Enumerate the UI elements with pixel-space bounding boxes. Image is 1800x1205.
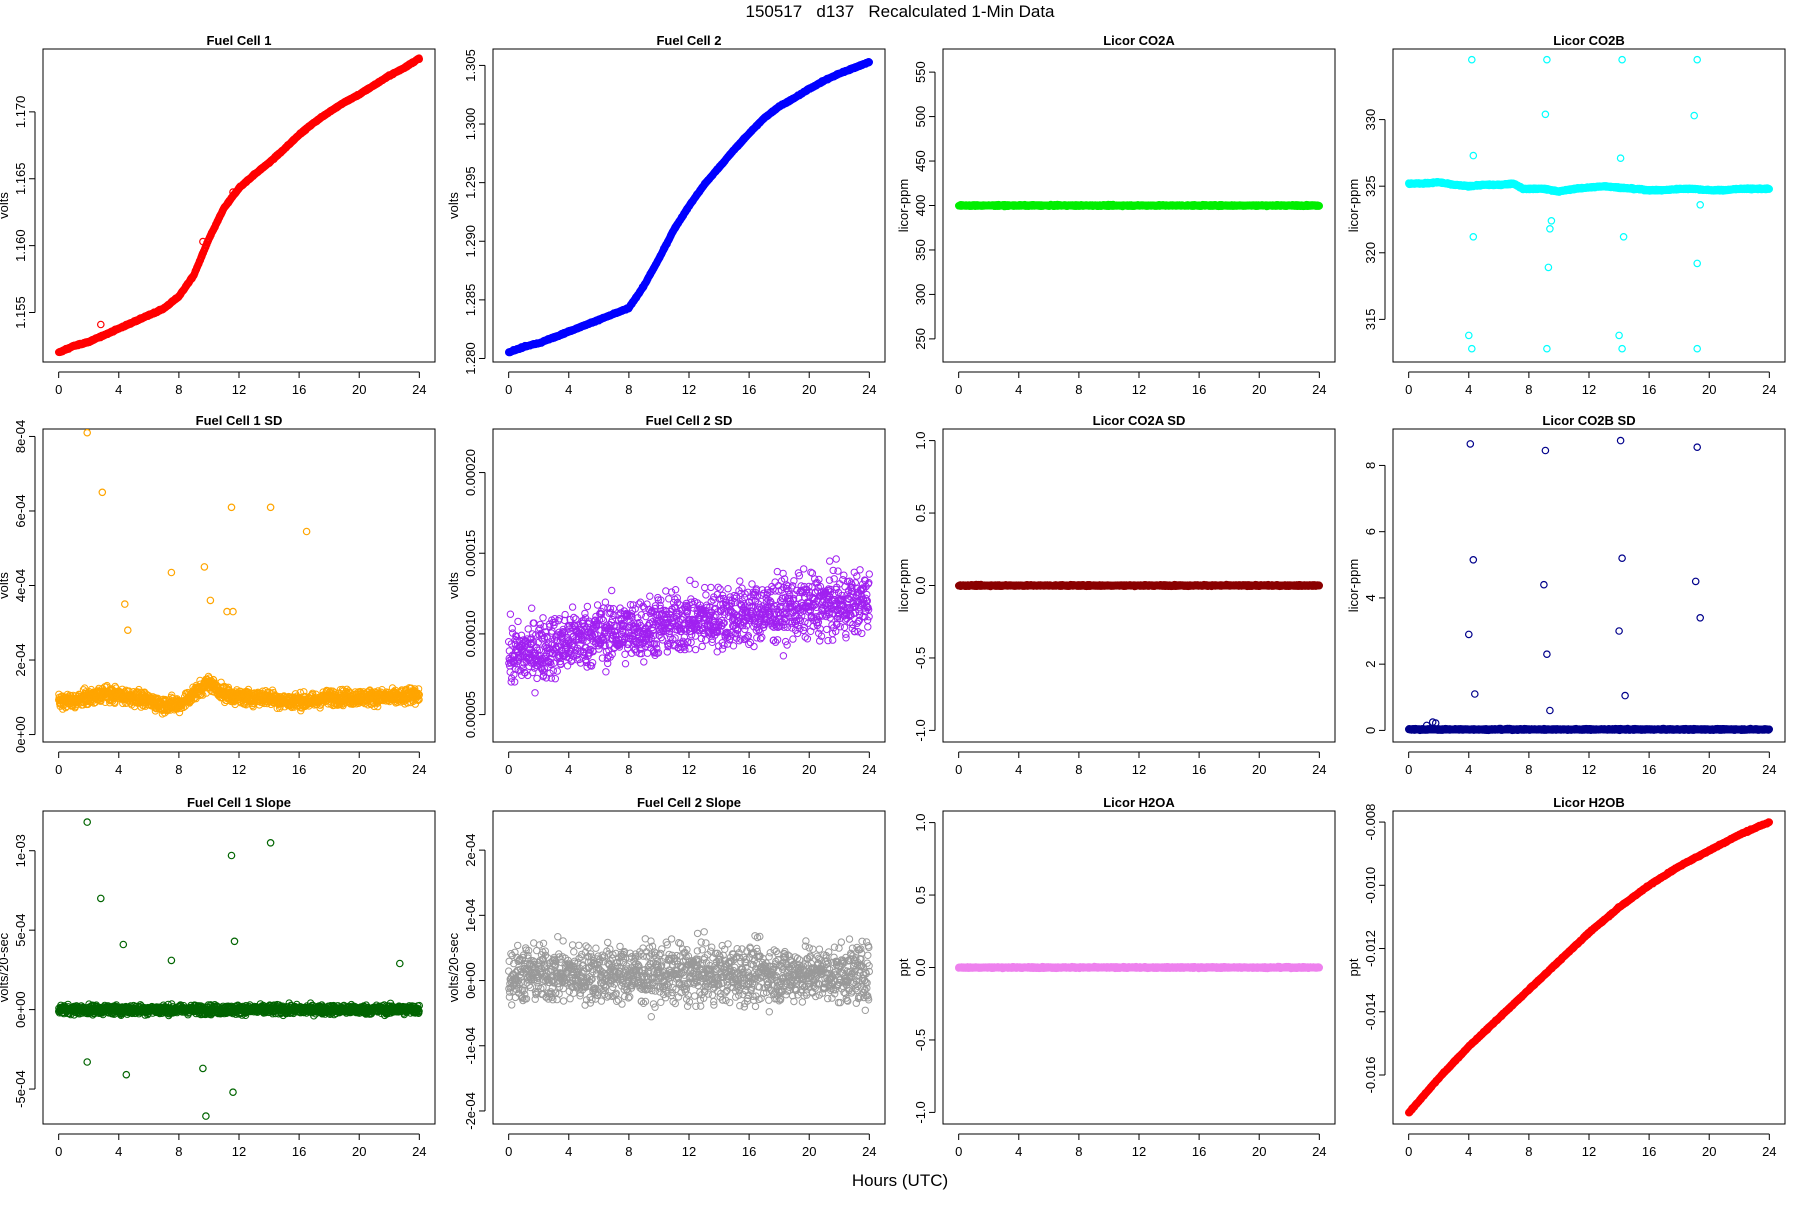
x-tick-label: 0	[505, 382, 512, 397]
x-tick-label: 24	[412, 382, 426, 397]
x-tick-label: 24	[1312, 382, 1326, 397]
y-axis-label: volts	[0, 192, 11, 219]
x-tick-label: 16	[292, 382, 306, 397]
panel-title: Fuel Cell 2	[656, 33, 721, 48]
panel: Fuel Cell 1 0 4 8 12 16 20 24 1.155 1.160 1.165 1.1…	[0, 33, 435, 397]
y-tick-label: 320	[1363, 242, 1378, 264]
y-tick-label: 400	[913, 195, 928, 217]
x-tick-label: 4	[565, 382, 572, 397]
data-points	[56, 55, 423, 356]
x-tick-label: 20	[802, 382, 816, 397]
panel-title: Licor CO2A	[1103, 33, 1175, 48]
data-points	[506, 59, 873, 356]
y-tick-label: 350	[913, 239, 928, 261]
x-tick-label: 20	[1702, 382, 1716, 397]
figure-title: 150517 d137 Recalculated 1-Min Data	[0, 2, 1800, 22]
y-tick-label: 1.295	[463, 166, 478, 199]
x-tick-label: 4	[1015, 382, 1022, 397]
x-tick-label: 8	[1075, 382, 1082, 397]
plot-frame	[43, 49, 435, 362]
panel: Fuel Cell 2 0 4 8 12 16 20 24 1.280 1.285 1.290 1.2…	[446, 33, 885, 397]
x-tick-label: 4	[1465, 382, 1472, 397]
y-axis-label: licor-ppm	[896, 179, 911, 232]
y-tick-label: 450	[913, 150, 928, 172]
x-tick-label: 12	[1582, 382, 1596, 397]
x-tick-label: 20	[352, 382, 366, 397]
panel-title: Licor CO2B	[1553, 33, 1625, 48]
y-tick-label: 1.280	[463, 342, 478, 375]
y-tick-label: 330	[1363, 109, 1378, 131]
y-tick-label: 1.160	[13, 229, 28, 262]
y-tick-label: 315	[1363, 309, 1378, 331]
y-tick-label: 325	[1363, 175, 1378, 197]
x-tick-label: 0	[55, 382, 62, 397]
x-tick-label: 0	[1405, 382, 1412, 397]
y-tick-label: 1.285	[463, 284, 478, 317]
data-points	[956, 201, 1323, 210]
y-tick-label: 1.305	[463, 49, 478, 82]
x-tick-label: 24	[1762, 382, 1776, 397]
y-tick-label: 300	[913, 284, 928, 306]
y-tick-label: 1.170	[13, 96, 28, 129]
x-tick-label: 8	[1525, 382, 1532, 397]
data-point-outlier	[98, 321, 104, 327]
x-tick-label: 20	[1252, 382, 1266, 397]
plot-frame	[1393, 49, 1785, 362]
y-tick-label: 1.300	[463, 108, 478, 141]
data-points	[1406, 57, 1773, 352]
y-tick-label: 500	[913, 106, 928, 128]
x-tick-label: 8	[175, 382, 182, 397]
y-axis-label: volts	[446, 192, 461, 219]
x-tick-label: 4	[115, 382, 122, 397]
x-tick-label: 16	[1192, 382, 1206, 397]
x-tick-label: 8	[625, 382, 632, 397]
y-axis-label: licor-ppm	[1346, 179, 1361, 232]
x-tick-label: 12	[682, 382, 696, 397]
y-tick-label: 550	[913, 61, 928, 83]
y-tick-label: 1.155	[13, 296, 28, 329]
x-tick-label: 0	[955, 382, 962, 397]
y-tick-label: 250	[913, 328, 928, 350]
x-tick-label: 16	[742, 382, 756, 397]
y-tick-label: 1.290	[463, 225, 478, 258]
x-tick-label: 12	[1132, 382, 1146, 397]
y-tick-label: 1.165	[13, 162, 28, 195]
panel: Licor CO2B 0 4 8 12 16 20 24 315 320 325 330 licor-p…	[1346, 33, 1785, 397]
panel: Licor CO2A 0 4 8 12 16 20 24 250 300 350 400 450 500 5…	[896, 33, 1335, 397]
x-tick-label: 12	[232, 382, 246, 397]
x-tick-label: 24	[862, 382, 876, 397]
x-tick-label: 16	[1642, 382, 1656, 397]
panel-title: Fuel Cell 1	[206, 33, 271, 48]
